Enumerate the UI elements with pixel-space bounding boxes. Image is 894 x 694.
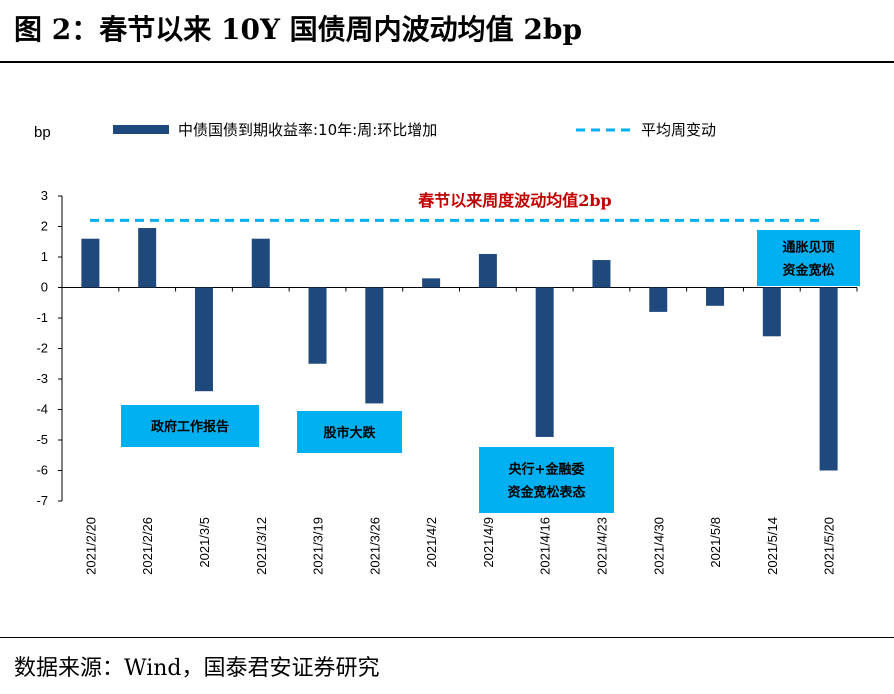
x-tick-label: 2021/3/19 — [311, 517, 326, 575]
y-tick-label: 3 — [41, 188, 48, 203]
annotation-text: 股市大跌 — [323, 425, 376, 441]
legend-bar-label: 中债国债到期收益率:10年:周:环比增加 — [178, 121, 437, 139]
bar — [422, 278, 441, 288]
x-tick-label: 2021/5/14 — [765, 517, 780, 575]
x-tick-label: 2021/3/5 — [197, 517, 212, 568]
chart-bars — [81, 228, 838, 471]
x-tick-label: 2021/5/20 — [822, 517, 837, 575]
y-tick-label: -3 — [36, 371, 48, 386]
x-tick-label: 2021/4/23 — [594, 517, 609, 575]
annotation-text: 央行+金融委 — [509, 462, 585, 478]
bar — [478, 253, 497, 288]
chart-legend: 中债国债到期收益率:10年:周:环比增加 平均周变动 — [113, 121, 716, 139]
y-tick-label: -1 — [36, 310, 48, 325]
chart-axes: 3 2 1 0 -1 -2 -3 -4 -5 -6 -7 bp 2021/2/20 2021/2/26 20… — [34, 124, 858, 575]
y-tick-label: -7 — [36, 493, 48, 508]
y-tick-label: -4 — [36, 402, 48, 417]
footer-rule — [0, 637, 894, 638]
y-tick-label: -5 — [36, 432, 48, 447]
y-tick-label: 2 — [41, 219, 48, 234]
bar — [762, 287, 781, 337]
bar — [81, 238, 100, 288]
bar — [308, 287, 327, 364]
x-tick-label: 2021/4/9 — [481, 517, 496, 568]
bar — [138, 228, 157, 288]
x-tick-label: 2021/4/30 — [651, 517, 666, 575]
annotation-text: 资金宽松 — [782, 263, 834, 279]
x-tick-label: 2021/4/16 — [538, 517, 553, 575]
x-tick-label: 2021/4/2 — [424, 517, 439, 568]
x-tick-label: 2021/3/26 — [367, 517, 382, 575]
bar — [251, 238, 270, 288]
bar-chart: 中债国债到期收益率:10年:周:环比增加 平均周变动 3 2 1 0 -1 -2 -3 -4 -5… — [34, 121, 860, 575]
y-tick-label: 1 — [41, 249, 48, 264]
bar — [649, 287, 668, 312]
bar — [706, 287, 725, 306]
x-tick-label: 2021/2/26 — [140, 517, 155, 575]
x-tick-label: 2021/3/12 — [254, 517, 269, 575]
annotation-box — [121, 405, 259, 447]
legend-line-label: 平均周变动 — [641, 121, 716, 139]
y-tick-label: 0 — [41, 280, 48, 295]
bar — [194, 287, 213, 392]
x-tick-label: 2021/5/8 — [708, 517, 723, 568]
annotation-box — [479, 447, 614, 513]
y-unit-label: bp — [34, 124, 51, 141]
title-rule — [0, 61, 894, 63]
figure-title: 图 2：春节以来 10Y 国债周内波动均值 2bp — [14, 13, 583, 46]
legend-bar-swatch — [113, 125, 169, 134]
bar — [535, 287, 554, 437]
x-tick-label: 2021/2/20 — [83, 517, 98, 575]
average-line-group: 春节以来周度波动均值2bp — [90, 191, 822, 222]
annotation-box — [757, 230, 860, 286]
bar — [819, 287, 838, 471]
bar — [365, 287, 384, 404]
annotation-box — [297, 411, 402, 453]
annotation-text: 资金宽松表态 — [507, 485, 585, 501]
bar — [592, 260, 611, 288]
y-tick-label: -2 — [36, 341, 48, 356]
average-label: 春节以来周度波动均值2bp — [417, 191, 612, 210]
annotation-text: 通胀见顶 — [782, 240, 834, 256]
source-note: 数据来源：Wind，国泰君安证券研究 — [14, 656, 380, 681]
y-tick-label: -6 — [36, 463, 48, 478]
annotation-text: 政府工作报告 — [151, 419, 229, 435]
